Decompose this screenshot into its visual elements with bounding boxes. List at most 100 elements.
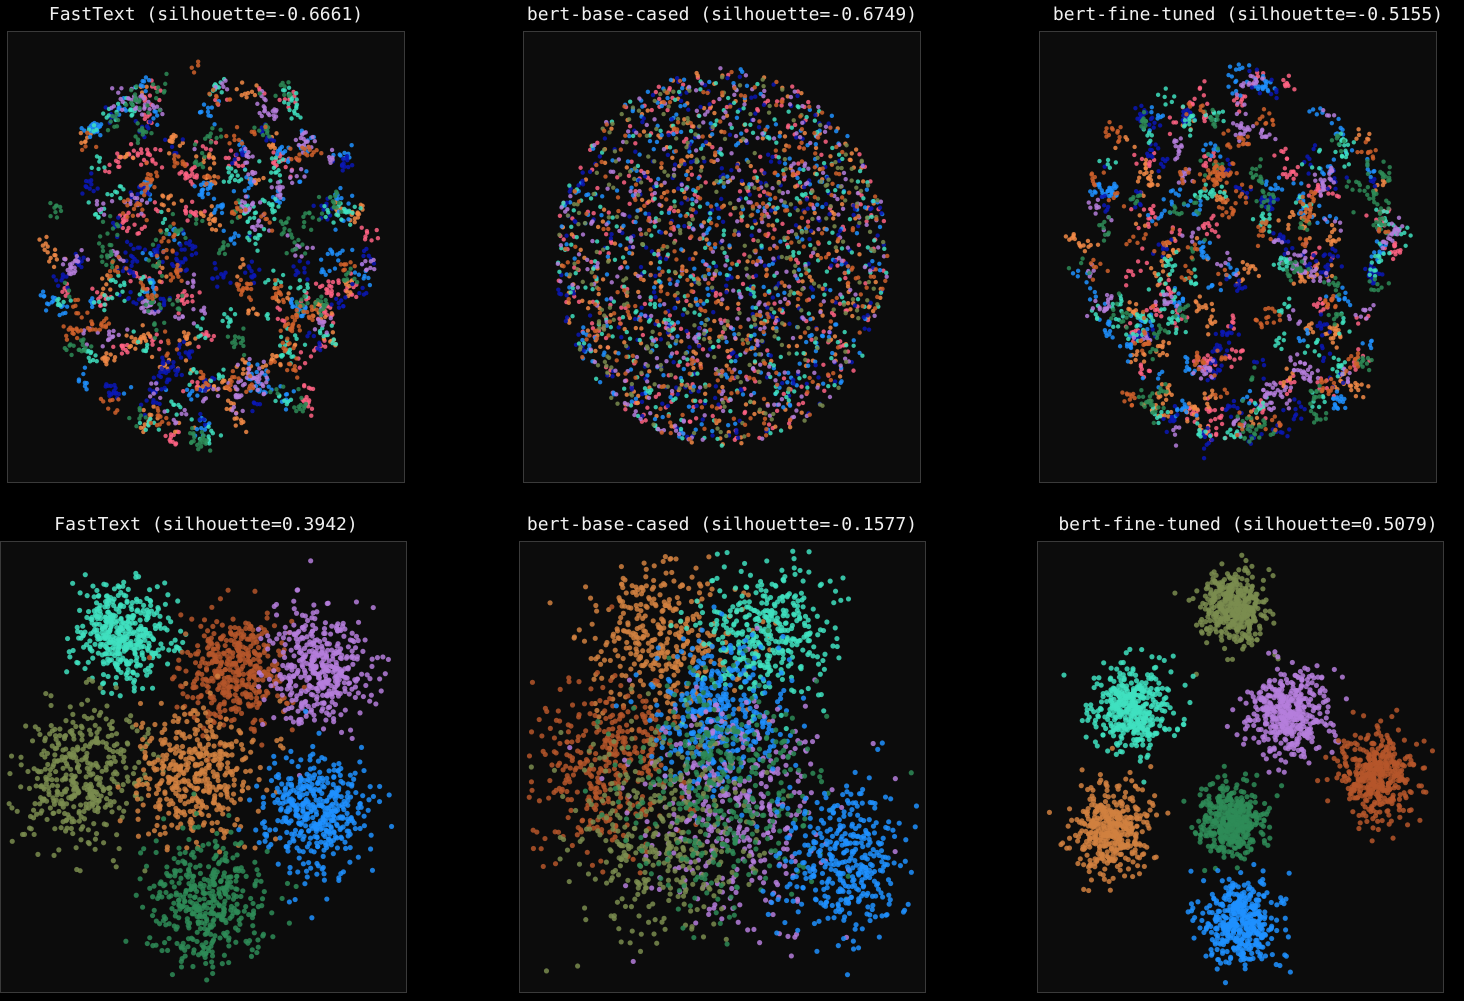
scatter-point: [211, 387, 216, 392]
scatter-point: [657, 272, 663, 278]
scatter-point: [162, 88, 167, 94]
scatter-point: [228, 148, 234, 153]
scatter-point: [638, 264, 644, 270]
scatter-point: [559, 205, 564, 210]
scatter-point: [656, 323, 662, 328]
scatter-point: [657, 303, 663, 308]
scatter-point: [179, 278, 184, 283]
scatter-point: [787, 102, 793, 107]
scatter-point: [649, 233, 654, 238]
scatter-point: [326, 290, 331, 295]
scatter-point: [724, 290, 729, 295]
scatter-point: [192, 146, 197, 152]
scatter-point: [336, 305, 342, 310]
scatter-point: [107, 169, 112, 175]
scatter-point: [807, 237, 812, 242]
scatter-point: [290, 314, 295, 320]
scatter-point: [660, 401, 665, 406]
scatter-point: [736, 232, 742, 238]
scatter-point: [704, 262, 709, 267]
scatter-point: [848, 307, 853, 312]
cluster-5: [555, 66, 889, 442]
scatter-point: [701, 120, 706, 125]
scatter-point: [193, 244, 198, 249]
scatter-point: [864, 215, 870, 220]
scatter-point: [354, 294, 359, 300]
scatter-point: [816, 227, 821, 232]
scatter-point: [187, 239, 193, 244]
scatter-point: [843, 177, 848, 182]
scatter-point: [809, 278, 814, 283]
scatter-point: [143, 75, 149, 80]
scatter-point: [784, 394, 789, 400]
scatter-point: [810, 294, 816, 299]
scatter-point: [778, 354, 783, 360]
scatter-point: [298, 313, 304, 319]
scatter-point: [605, 259, 611, 264]
scatter-point: [808, 140, 813, 146]
scatter-point: [43, 308, 49, 313]
scatter-point: [209, 204, 214, 209]
scatter-point: [803, 339, 809, 345]
scatter-point: [147, 106, 152, 112]
scatter-point: [744, 337, 749, 342]
scatter-point: [805, 219, 811, 224]
scatter-point: [752, 150, 757, 156]
scatter-point: [580, 298, 585, 303]
scatter-point: [704, 237, 709, 242]
scatter-point: [133, 346, 138, 351]
scatter-point: [678, 230, 683, 236]
scatter-point: [793, 223, 799, 228]
scatter-point: [621, 223, 626, 229]
scatter-point: [145, 342, 150, 348]
scatter-point: [266, 277, 271, 283]
scatter-point: [101, 212, 107, 217]
scatter-point: [867, 229, 873, 235]
scatter-point: [719, 301, 724, 307]
scatter-point: [674, 282, 679, 288]
scatter-point: [819, 333, 825, 338]
scatter-point: [693, 251, 698, 256]
scatter-point: [627, 99, 633, 104]
scatter-point: [729, 125, 734, 131]
scatter-point: [286, 85, 292, 90]
scatter-point: [699, 405, 705, 410]
scatter-point: [845, 245, 851, 250]
scatter-point: [319, 294, 324, 299]
scatter-point: [559, 224, 564, 229]
scatter-point: [581, 325, 586, 330]
scatter-point: [665, 95, 670, 101]
scatter-point: [366, 253, 371, 258]
scatter-point: [728, 325, 734, 330]
scatter-point: [278, 353, 284, 358]
scatter-point: [154, 174, 160, 179]
scatter-point: [86, 200, 91, 205]
scatter-point: [242, 360, 248, 365]
scatter-point: [221, 273, 226, 278]
scatter-point: [583, 285, 588, 290]
scatter-point: [868, 300, 873, 306]
scatter-point: [292, 240, 297, 245]
scatter-point: [251, 375, 257, 381]
scatter-point: [300, 409, 305, 414]
scatter-point: [671, 208, 677, 214]
scatter-point: [54, 203, 59, 208]
scatter-point: [826, 334, 832, 340]
scatter-point: [719, 152, 724, 157]
scatter-point: [277, 343, 283, 348]
scatter-point: [690, 256, 696, 262]
scatter-point: [802, 418, 807, 423]
scatter-point: [246, 172, 251, 177]
scatter-point: [310, 215, 315, 220]
scatter-point: [808, 316, 813, 322]
scatter-point: [599, 331, 605, 337]
scatter-point: [161, 369, 166, 375]
scatter-point: [737, 370, 743, 375]
scatter-point: [125, 327, 130, 332]
scatter-point: [232, 334, 238, 339]
scatter-point: [677, 359, 683, 365]
scatter-point: [297, 157, 302, 162]
scatter-point: [762, 325, 767, 330]
scatter-point: [827, 394, 833, 400]
scatter-point: [249, 269, 254, 274]
